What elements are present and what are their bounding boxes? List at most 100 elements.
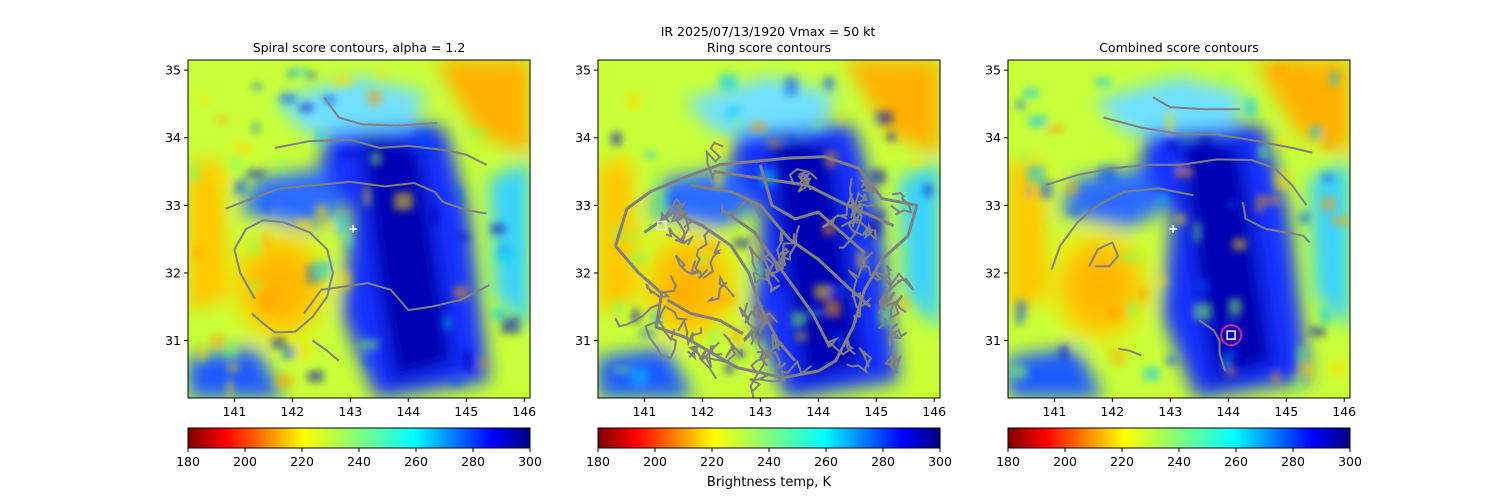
right-cyan-field xyxy=(488,161,530,331)
colorbar-tick-label: 180 xyxy=(586,454,610,469)
x-tick-label: 143 xyxy=(338,404,362,419)
texture-cell xyxy=(784,76,798,96)
colorbar-tick-label: 280 xyxy=(871,454,895,469)
texture-cell xyxy=(1298,212,1310,224)
texture-cell xyxy=(628,252,648,263)
texture-cell xyxy=(618,157,631,173)
ring-contour-wiggle xyxy=(644,321,677,360)
x-tick-label: 145 xyxy=(864,404,888,419)
texture-cell xyxy=(199,96,212,106)
texture-cell xyxy=(222,263,230,272)
colorbar-tick-label: 220 xyxy=(700,454,724,469)
x-tick-label: 146 xyxy=(512,404,536,419)
upper-cyan-band xyxy=(273,76,428,135)
texture-cell xyxy=(1310,326,1326,337)
texture-cell xyxy=(277,159,287,171)
colorbar: 180 200 220 240 260 280 300 xyxy=(176,427,542,469)
ring-contour-wiggle xyxy=(759,359,812,383)
texture-cell xyxy=(1260,196,1281,204)
texture-cell xyxy=(837,113,846,122)
contour-line xyxy=(690,183,872,308)
texture-cell xyxy=(400,257,418,267)
texture-cell xyxy=(714,139,726,155)
y-tick-label: 33 xyxy=(575,198,591,213)
texture-cell xyxy=(652,200,667,215)
texture-cell xyxy=(342,228,352,242)
colorbar-tick-label: 260 xyxy=(404,454,428,469)
texture-cell xyxy=(334,216,348,235)
ring-contour-wiggle xyxy=(884,351,902,374)
x-tick-label: 143 xyxy=(1158,404,1182,419)
texture-cell xyxy=(1094,77,1111,87)
texture-cell xyxy=(1232,238,1246,251)
texture-cell xyxy=(1321,196,1336,212)
texture-cell xyxy=(822,223,836,236)
texture-cell xyxy=(900,295,909,310)
upper-cyan-band xyxy=(1093,76,1248,135)
texture-cell xyxy=(1194,221,1201,242)
texture-cell xyxy=(1209,225,1223,232)
center-plus-marker xyxy=(349,225,358,233)
ring-contour-wiggle xyxy=(756,308,779,335)
texture-cell xyxy=(886,131,896,142)
texture-cell xyxy=(1244,98,1258,117)
plot-area xyxy=(1008,60,1350,398)
texture-cell xyxy=(363,186,371,206)
texture-cell xyxy=(754,326,762,341)
texture-cell xyxy=(344,241,356,249)
texture-cell xyxy=(870,169,886,184)
lower-left-cloud xyxy=(1008,347,1104,398)
contour-line xyxy=(1117,347,1142,357)
ring-contour-wiggle xyxy=(788,168,811,188)
texture-cell xyxy=(1046,294,1054,308)
texture-cell xyxy=(457,234,470,242)
ring-contour-wiggle xyxy=(846,347,873,374)
x-tick-label: 141 xyxy=(632,404,656,419)
texture-cell xyxy=(625,91,642,109)
ring-contour-wiggle xyxy=(657,304,688,342)
x-tick-label: 146 xyxy=(922,404,946,419)
plot-area xyxy=(598,60,940,398)
ring-contour-wiggle xyxy=(614,302,661,328)
ring-contour-wiggle xyxy=(722,333,743,359)
texture-cell xyxy=(610,132,622,146)
texture-cell xyxy=(706,333,718,345)
contour-line xyxy=(1045,158,1308,206)
texture-cell xyxy=(413,130,433,150)
texture-cell xyxy=(650,311,661,325)
contour-line xyxy=(1050,187,1194,270)
texture-cell xyxy=(784,136,794,147)
texture-cell xyxy=(1274,171,1292,190)
texture-cell xyxy=(1060,247,1079,256)
texture-cell xyxy=(1255,195,1264,213)
center-square-marker xyxy=(657,220,667,231)
texture-cell xyxy=(1106,306,1126,319)
contour-line xyxy=(225,180,487,215)
ring-contour-wiggle xyxy=(756,334,783,355)
texture-cell xyxy=(649,224,657,233)
texture-cell xyxy=(1323,132,1335,150)
y-tick-label: 33 xyxy=(165,198,181,213)
ring-contour-wiggle xyxy=(675,217,695,244)
texture-cell xyxy=(1328,360,1348,377)
texture-cell xyxy=(252,122,259,133)
ring-contour-wiggle xyxy=(720,197,762,219)
texture-cell xyxy=(1193,303,1212,321)
texture-cell xyxy=(1220,74,1233,83)
texture-cell xyxy=(271,337,286,349)
plot-area xyxy=(188,60,530,398)
texture-cell xyxy=(244,170,265,178)
texture-cell xyxy=(795,332,808,340)
texture-cell xyxy=(462,350,474,370)
ring-contour-wiggle xyxy=(852,291,872,323)
x-tick-label: 145 xyxy=(454,404,478,419)
texture-cell xyxy=(1174,167,1194,178)
ring-contour-wiggle xyxy=(670,202,689,223)
ring-contour-wiggle xyxy=(890,192,913,216)
contour-group xyxy=(1045,96,1313,372)
x-tick-label: 143 xyxy=(748,404,772,419)
texture-cell xyxy=(1067,183,1078,195)
texture-cell xyxy=(1155,276,1167,286)
texture-cell xyxy=(924,184,932,197)
suptitle: IR 2025/07/13/1920 Vmax = 50 kt xyxy=(661,24,876,39)
